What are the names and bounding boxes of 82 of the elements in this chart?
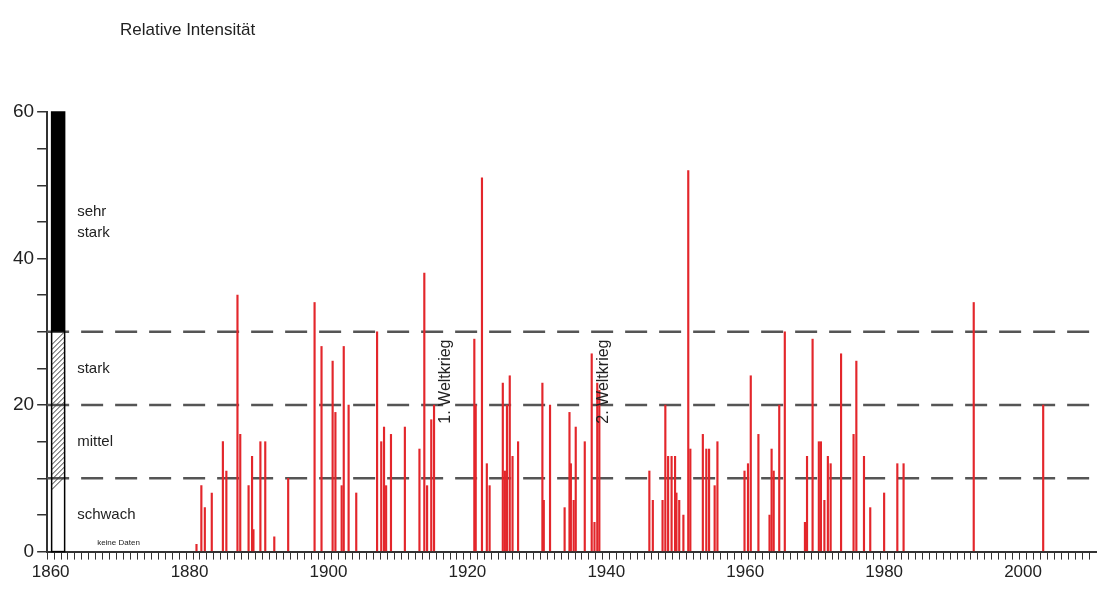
annotation: sehr stark xyxy=(77,201,111,240)
annotation: schwach xyxy=(77,505,136,523)
bar xyxy=(839,353,843,552)
bar xyxy=(480,177,484,552)
bar xyxy=(972,302,975,552)
bar xyxy=(902,463,905,552)
bar xyxy=(313,302,316,552)
annotation: 2. Weltkrieg xyxy=(593,339,611,424)
bar xyxy=(432,404,436,552)
bar xyxy=(347,404,350,552)
bar xyxy=(273,536,276,552)
bar xyxy=(651,499,654,552)
bar xyxy=(708,448,711,552)
y-tick-label: 40 xyxy=(12,246,35,268)
bar xyxy=(203,507,206,552)
x-tick-label: 1980 xyxy=(865,562,904,582)
bar xyxy=(770,448,773,552)
bar xyxy=(200,485,203,552)
bar xyxy=(862,456,866,552)
x-tick-label: 2000 xyxy=(1004,562,1042,582)
bar xyxy=(716,441,719,552)
bar xyxy=(195,543,198,552)
bar xyxy=(687,170,690,552)
bar xyxy=(342,346,345,552)
bar xyxy=(826,456,829,552)
bar xyxy=(382,426,386,552)
bar xyxy=(563,507,566,552)
bar xyxy=(287,478,290,552)
bar xyxy=(259,441,262,552)
annotation: stark xyxy=(77,358,111,376)
bar xyxy=(648,470,651,552)
bar xyxy=(320,346,323,552)
bar xyxy=(485,463,488,552)
bar xyxy=(331,360,334,552)
bar xyxy=(883,492,886,552)
bar xyxy=(811,338,814,552)
bar xyxy=(221,441,224,552)
annotation: keine Daten xyxy=(97,537,140,547)
bar xyxy=(236,294,239,552)
bar xyxy=(869,507,872,552)
bar xyxy=(1042,404,1045,552)
bar xyxy=(541,382,544,552)
bar xyxy=(403,426,406,552)
bar xyxy=(423,272,426,552)
bar xyxy=(473,338,476,552)
x-tick-label: 1960 xyxy=(726,562,765,582)
bar xyxy=(590,353,593,552)
bar xyxy=(749,375,752,552)
x-tick-label: 1940 xyxy=(587,562,626,582)
bar xyxy=(855,360,858,552)
y-tick-label: 0 xyxy=(23,539,35,561)
x-tick-label: 1920 xyxy=(448,562,487,582)
bar xyxy=(896,463,899,552)
y-tick-label: 20 xyxy=(12,393,35,415)
y-tick-label: 60 xyxy=(12,100,35,122)
bar xyxy=(210,492,213,552)
bar xyxy=(355,492,358,552)
bar xyxy=(574,426,577,552)
annotation: 1. Weltkrieg xyxy=(435,339,453,424)
bar xyxy=(805,456,809,552)
bar xyxy=(778,404,781,552)
bar xyxy=(376,331,379,552)
bar xyxy=(548,404,552,552)
bar xyxy=(264,441,267,552)
bar xyxy=(389,434,393,552)
bar xyxy=(583,441,586,552)
bar xyxy=(664,404,667,552)
bar xyxy=(670,456,673,552)
x-tick-label: 1880 xyxy=(170,562,209,582)
bar xyxy=(757,434,760,552)
bar xyxy=(517,441,520,552)
bar xyxy=(508,375,511,552)
bar xyxy=(682,514,685,552)
chart-title: Relative Intensität xyxy=(120,20,256,40)
x-tick-label: 1860 xyxy=(31,562,70,582)
bar xyxy=(701,434,704,552)
bar xyxy=(501,382,504,552)
bar xyxy=(568,412,571,552)
annotation: mittel xyxy=(77,431,113,449)
bar xyxy=(783,331,786,552)
bar xyxy=(418,448,421,552)
x-tick-label: 1900 xyxy=(309,562,348,582)
